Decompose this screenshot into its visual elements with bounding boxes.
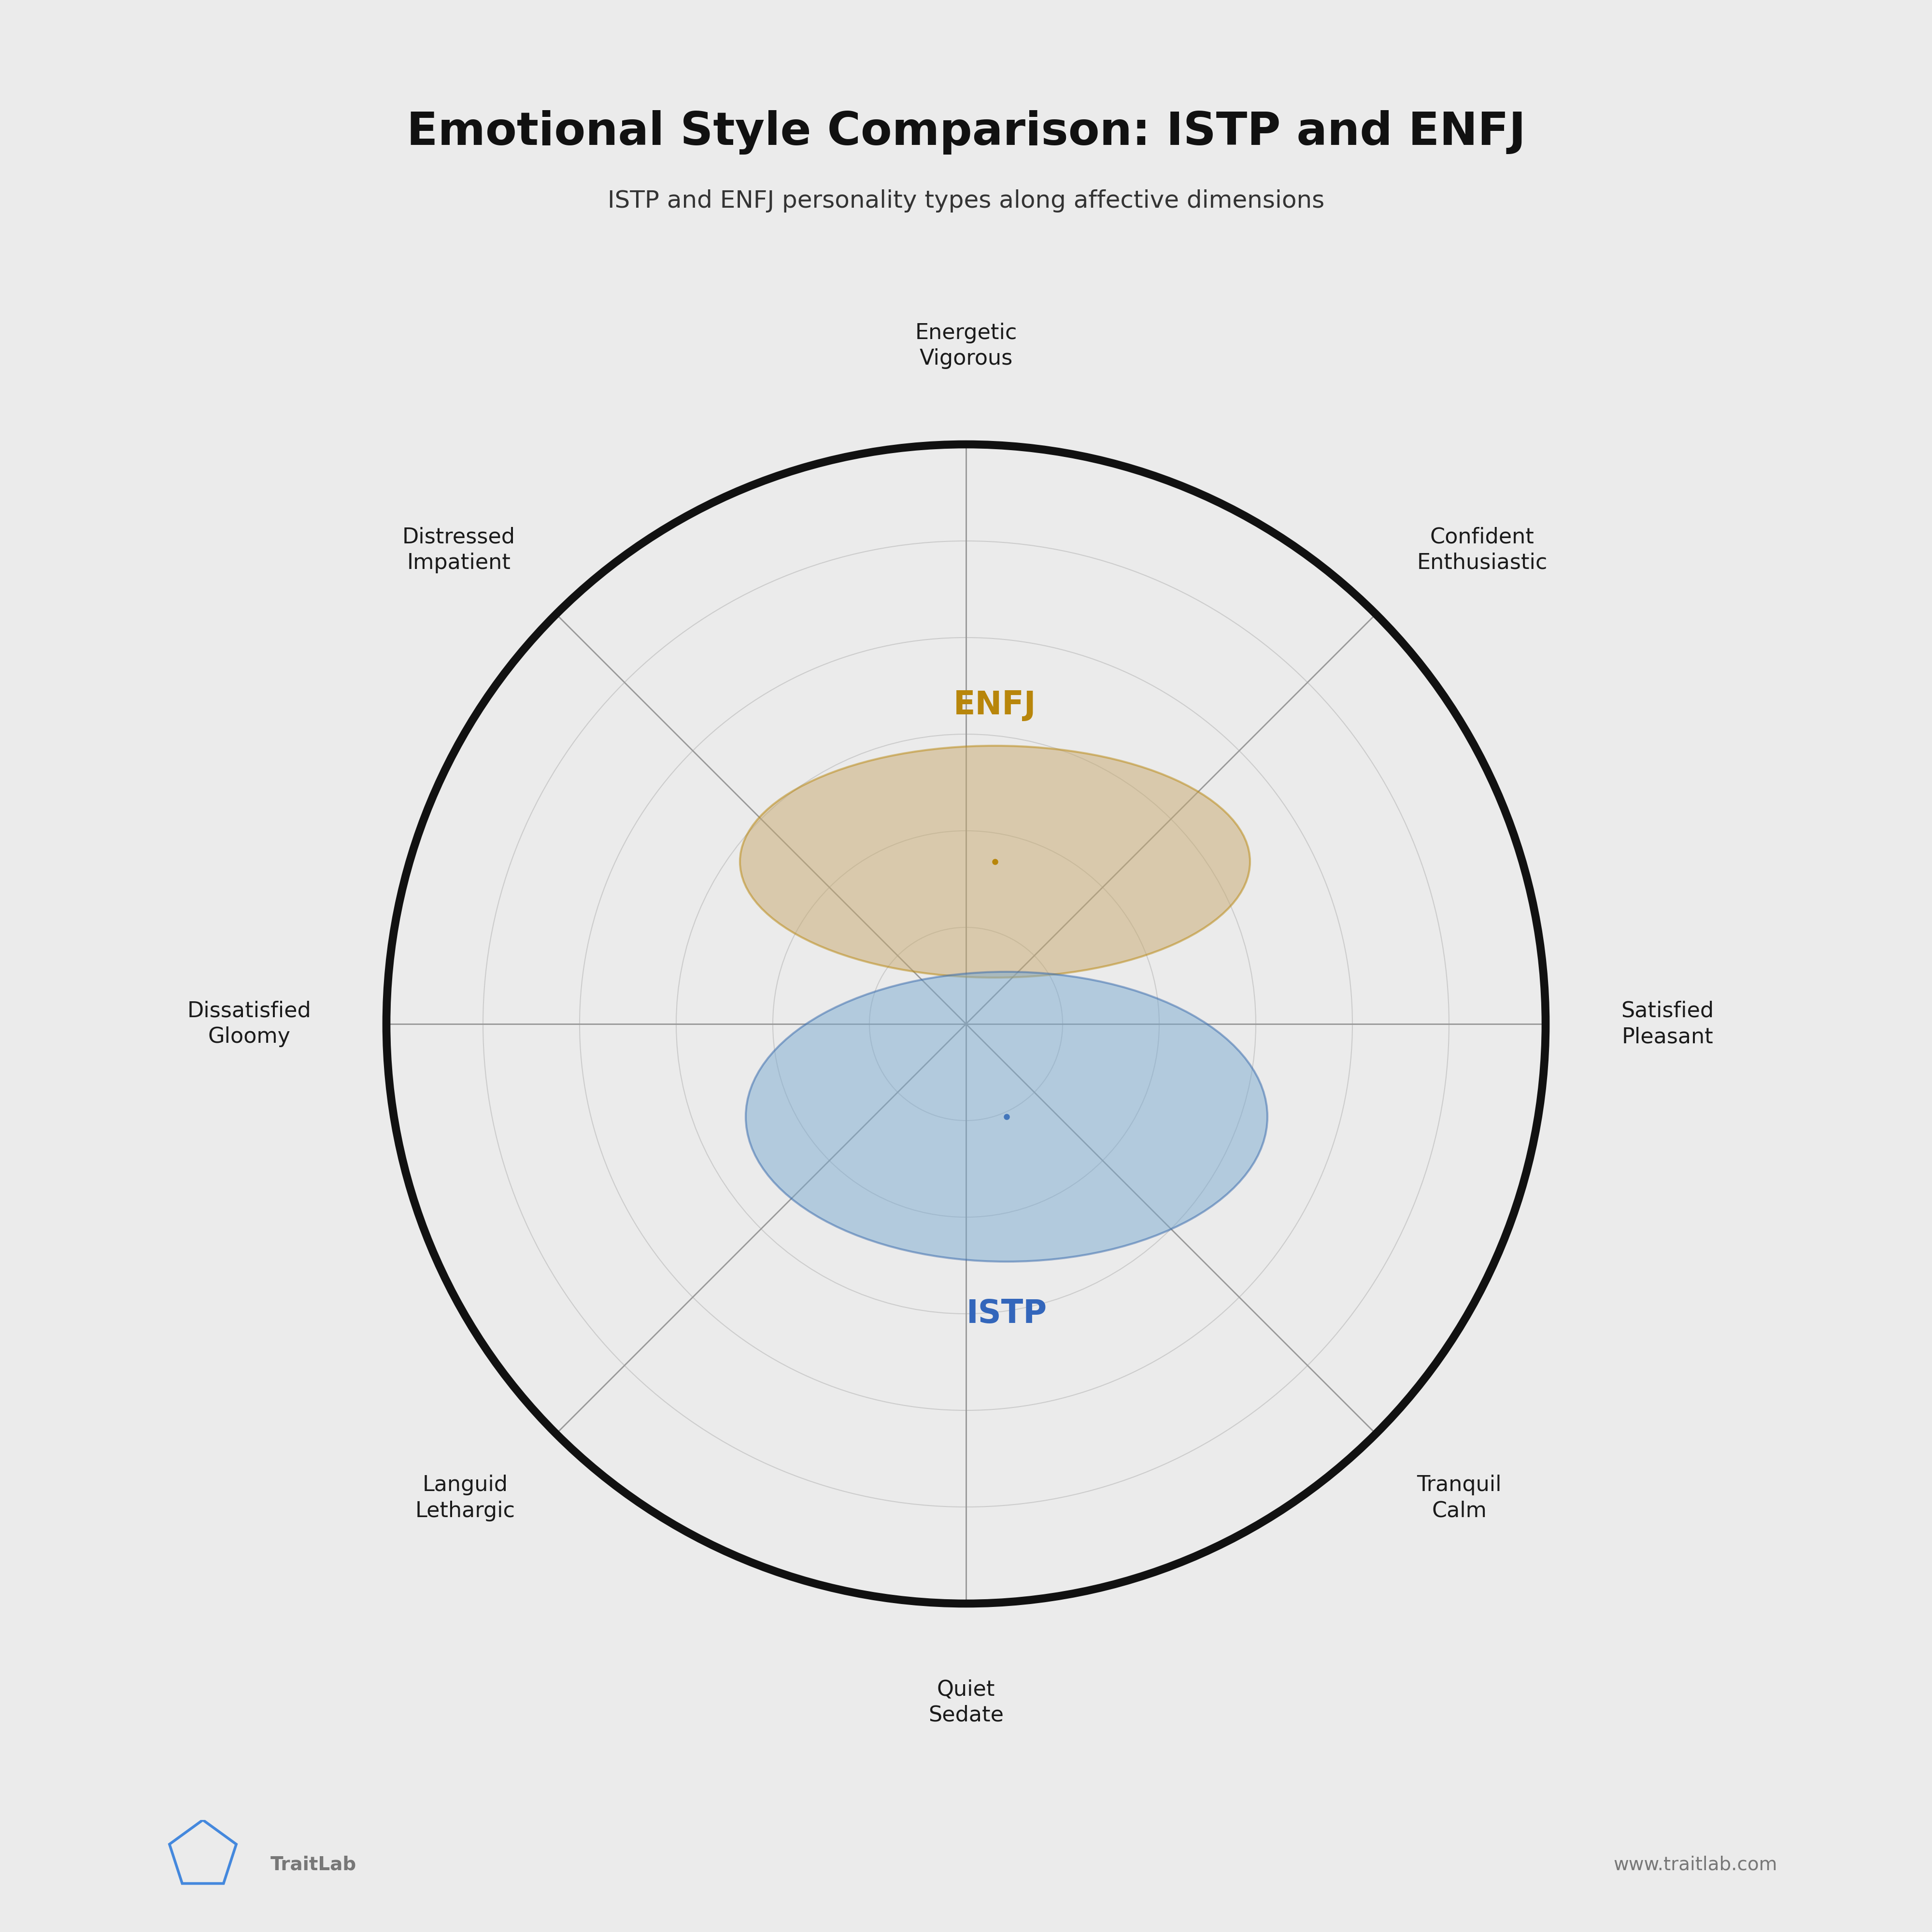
Text: ENFJ: ENFJ [954, 690, 1036, 721]
Text: ISTP: ISTP [966, 1298, 1047, 1329]
Text: Satisfied
Pleasant: Satisfied Pleasant [1621, 1001, 1714, 1047]
Text: ISTP and ENFJ personality types along affective dimensions: ISTP and ENFJ personality types along af… [607, 189, 1325, 213]
Text: Energetic
Vigorous: Energetic Vigorous [916, 323, 1016, 369]
Text: Emotional Style Comparison: ISTP and ENFJ: Emotional Style Comparison: ISTP and ENF… [406, 110, 1526, 155]
Text: www.traitlab.com: www.traitlab.com [1613, 1855, 1777, 1874]
Text: Distressed
Impatient: Distressed Impatient [402, 527, 516, 574]
Text: Quiet
Sedate: Quiet Sedate [927, 1679, 1005, 1725]
Text: Tranquil
Calm: Tranquil Calm [1416, 1474, 1501, 1520]
Text: Languid
Lethargic: Languid Lethargic [415, 1474, 516, 1520]
Ellipse shape [740, 746, 1250, 978]
Text: Confident
Enthusiastic: Confident Enthusiastic [1416, 527, 1548, 574]
Text: TraitLab: TraitLab [270, 1855, 357, 1874]
Ellipse shape [746, 972, 1267, 1262]
Text: Dissatisfied
Gloomy: Dissatisfied Gloomy [187, 1001, 311, 1047]
